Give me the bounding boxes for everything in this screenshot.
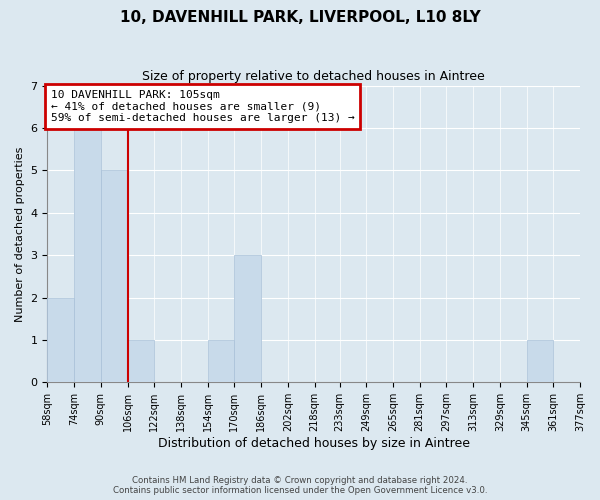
X-axis label: Distribution of detached houses by size in Aintree: Distribution of detached houses by size … — [158, 437, 470, 450]
Bar — [47, 298, 74, 382]
Text: 10, DAVENHILL PARK, LIVERPOOL, L10 8LY: 10, DAVENHILL PARK, LIVERPOOL, L10 8LY — [119, 10, 481, 25]
Bar — [527, 340, 553, 382]
Bar — [235, 255, 261, 382]
Bar — [101, 170, 128, 382]
Y-axis label: Number of detached properties: Number of detached properties — [15, 146, 25, 322]
Title: Size of property relative to detached houses in Aintree: Size of property relative to detached ho… — [142, 70, 485, 83]
Bar — [74, 128, 101, 382]
Text: Contains HM Land Registry data © Crown copyright and database right 2024.
Contai: Contains HM Land Registry data © Crown c… — [113, 476, 487, 495]
Text: 10 DAVENHILL PARK: 105sqm
← 41% of detached houses are smaller (9)
59% of semi-d: 10 DAVENHILL PARK: 105sqm ← 41% of detac… — [51, 90, 355, 123]
Bar — [208, 340, 235, 382]
Bar — [128, 340, 154, 382]
